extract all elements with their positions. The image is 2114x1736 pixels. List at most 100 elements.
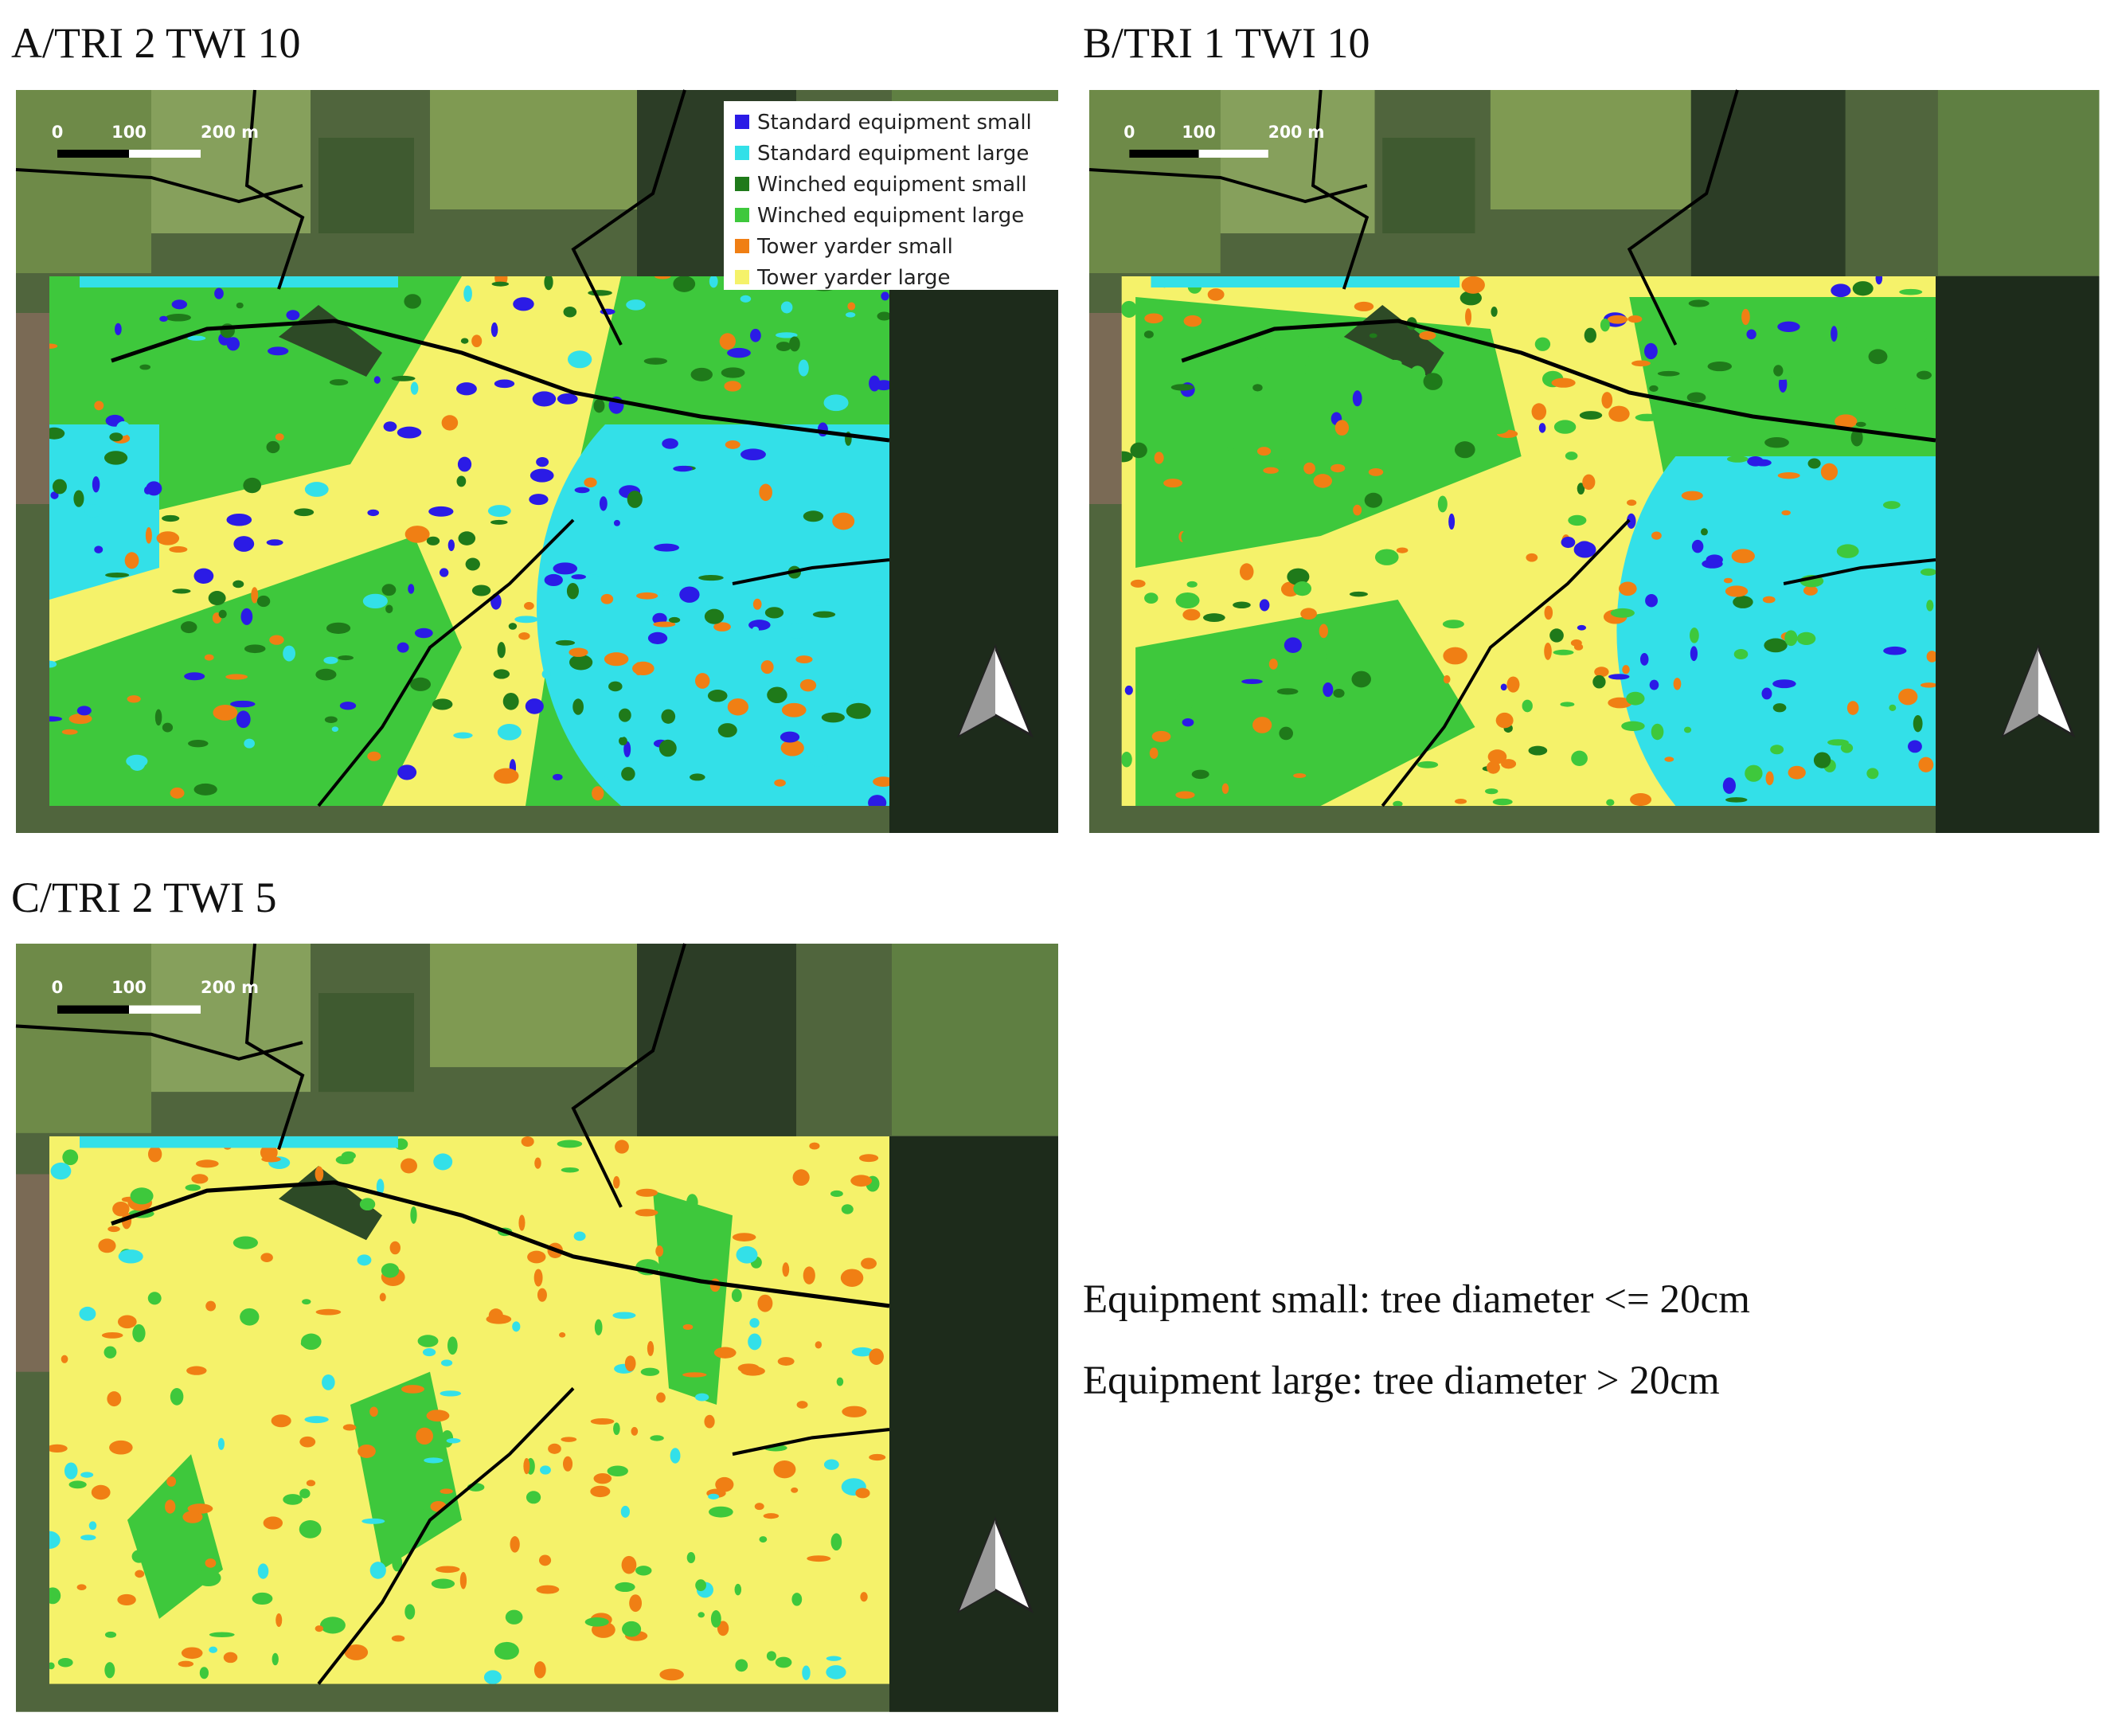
class-patch: [440, 1390, 462, 1397]
class-patch: [881, 291, 889, 301]
class-patch: [1777, 321, 1800, 332]
class-patch: [166, 314, 191, 322]
class-patch: [1807, 458, 1821, 469]
class-patch: [226, 337, 240, 351]
class-patch: [52, 479, 67, 495]
class-patch: [821, 712, 845, 723]
class-patch: [538, 1554, 552, 1566]
class-patch: [101, 1331, 123, 1339]
class-patch: [1454, 799, 1467, 804]
class-patch: [268, 346, 289, 356]
class-patch: [389, 1241, 401, 1255]
field: [1220, 90, 1375, 233]
class-patch: [536, 1585, 560, 1594]
class-patch: [1664, 757, 1674, 762]
panel-title: B/TRI 1 TWI 10: [1083, 19, 1370, 67]
class-patch: [1500, 683, 1507, 691]
class-patch: [1875, 276, 1883, 285]
field: [1937, 90, 2100, 276]
class-patch: [1565, 452, 1578, 460]
class-patch: [447, 1336, 458, 1355]
class-patch: [1601, 392, 1613, 409]
class-patch: [632, 661, 655, 676]
class-patch: [1803, 585, 1818, 596]
class-patch: [1645, 593, 1658, 608]
road: [15, 1024, 303, 1061]
class-patch: [427, 1410, 445, 1420]
class-patch: [446, 1438, 461, 1444]
class-patch: [557, 1140, 583, 1148]
class-patch: [544, 573, 563, 587]
class-patch: [1850, 428, 1863, 447]
class-patch: [456, 475, 467, 487]
forest: [889, 276, 1058, 833]
class-patch: [1352, 390, 1362, 407]
class-patch: [184, 672, 205, 681]
class-patch: [236, 302, 244, 309]
class-patch: [226, 513, 252, 526]
class-patch: [1733, 648, 1749, 659]
class-patch: [643, 358, 668, 365]
class-patch: [830, 1533, 842, 1551]
strip: [80, 1136, 398, 1148]
class-patch: [266, 539, 283, 546]
class-patch: [734, 1583, 742, 1596]
class-patch: [115, 421, 131, 436]
class-patch: [131, 1550, 147, 1563]
class-patch: [1333, 689, 1345, 698]
class-patch: [812, 611, 836, 618]
class-patch: [661, 709, 676, 724]
class-patch: [592, 786, 604, 801]
class-patch: [1820, 463, 1839, 481]
class-patch: [621, 1555, 637, 1574]
class-patch: [666, 1234, 686, 1251]
class-patch: [572, 698, 584, 715]
class-patch: [304, 1416, 329, 1424]
class-patch: [1843, 315, 1856, 329]
class-patch: [1607, 315, 1628, 324]
class-patch: [107, 1226, 120, 1233]
class-patch: [1913, 714, 1923, 733]
class-patch: [807, 1555, 831, 1562]
class-patch: [1288, 354, 1311, 367]
class-patch: [1287, 568, 1310, 585]
class-patch: [584, 477, 597, 488]
class-patch: [187, 1503, 213, 1514]
class-patch: [362, 593, 388, 609]
class-patch: [1351, 671, 1371, 688]
class-patch: [521, 1136, 534, 1147]
class-patch: [540, 1465, 551, 1475]
class-patch: [682, 1372, 707, 1378]
class-patch: [50, 491, 59, 499]
class-patch: [1487, 749, 1507, 764]
class-patch: [1484, 788, 1499, 795]
class-patch: [98, 1238, 116, 1253]
class-patch: [532, 391, 557, 407]
class-patch: [104, 1631, 117, 1638]
class-patch: [104, 451, 128, 465]
class-patch: [490, 322, 498, 338]
class-patch: [650, 1435, 664, 1441]
class-patch: [870, 591, 889, 606]
class-patch: [1781, 510, 1791, 516]
class-patch: [846, 689, 858, 698]
scale-bar-white: [1198, 150, 1268, 158]
class-patch: [1918, 757, 1934, 772]
class-patch: [1354, 301, 1374, 311]
class-patch: [615, 1582, 635, 1593]
class-patch: [272, 1652, 279, 1666]
class-patch: [710, 1610, 721, 1628]
class-patch: [850, 1175, 873, 1187]
class-patch: [240, 608, 253, 625]
class-patch: [1551, 377, 1576, 388]
legend-swatch: [735, 270, 749, 284]
strip: [80, 276, 398, 287]
class-patch: [1465, 308, 1472, 326]
class-patch: [752, 598, 762, 610]
class-patch: [322, 1374, 335, 1390]
class-patch: [569, 655, 593, 671]
class-patch: [154, 709, 162, 726]
class-patch: [1443, 674, 1451, 684]
class-patch: [635, 1209, 658, 1217]
